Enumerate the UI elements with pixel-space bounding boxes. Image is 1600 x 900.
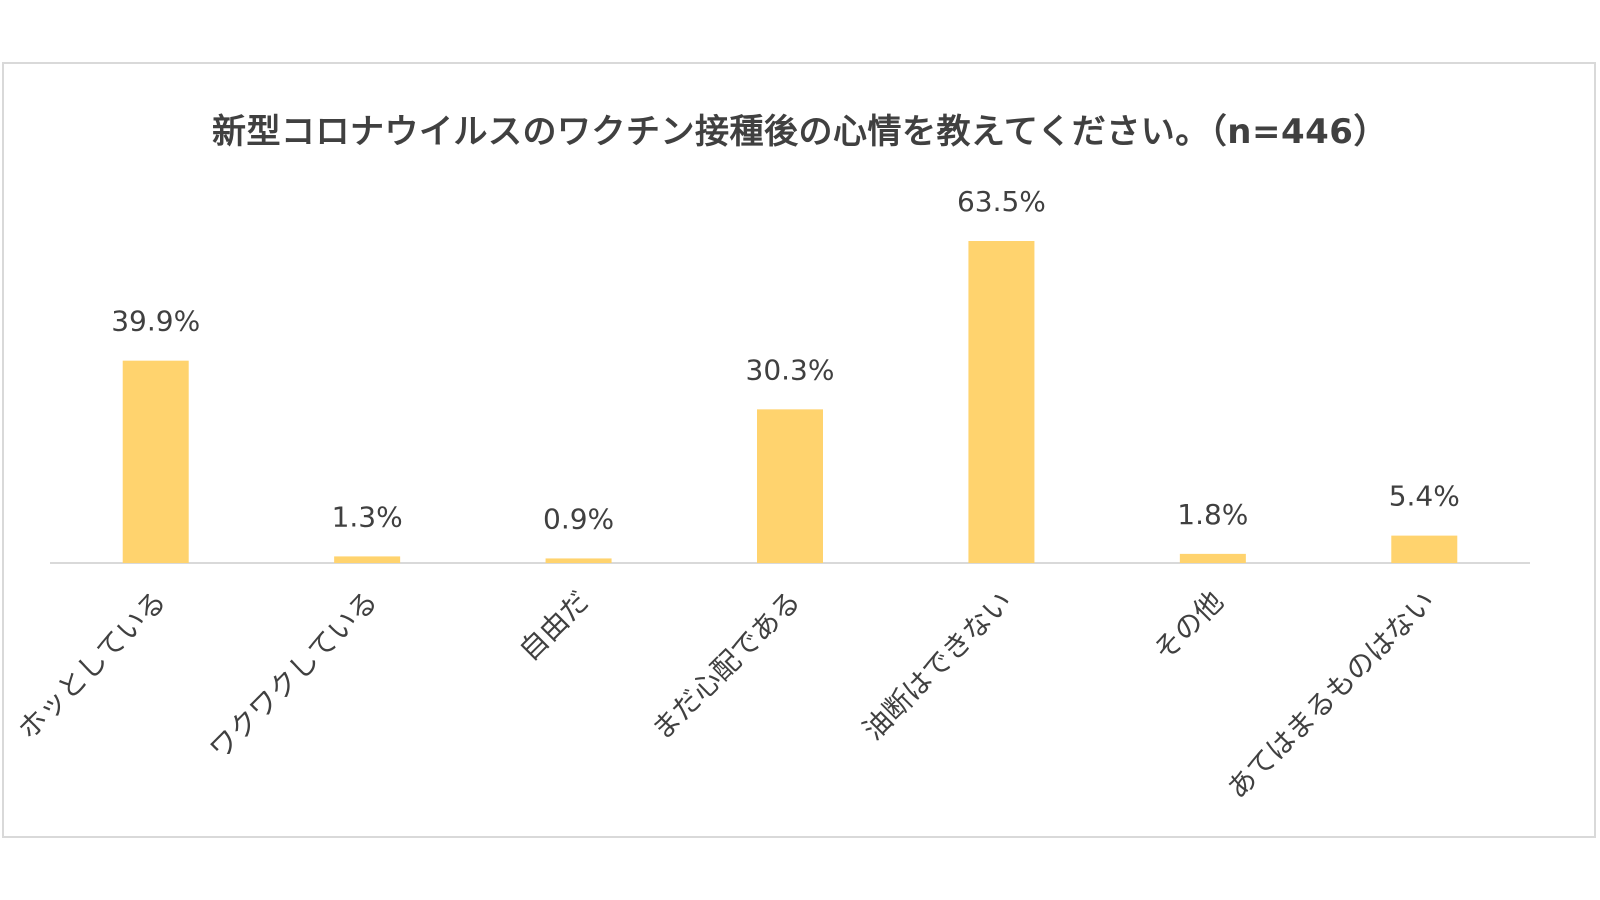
category-label-6: その他 xyxy=(1147,585,1230,668)
value-labels-group: 39.9% 1.3% 0.9% 30.3% 63.5% 1.8% 5.4% xyxy=(111,185,1460,535)
bar-1 xyxy=(122,360,189,563)
category-label-1: ホッとしている xyxy=(11,585,172,746)
bar-5 xyxy=(968,241,1035,563)
category-label-3: 自由だ xyxy=(513,585,596,668)
category-label-4: まだ心配である xyxy=(645,585,807,747)
value-label-4: 30.3% xyxy=(746,353,835,386)
value-label-1: 39.9% xyxy=(111,305,200,338)
category-label-5: 油断はできない xyxy=(856,585,1018,747)
value-label-6: 1.8% xyxy=(1177,498,1248,531)
bar-4 xyxy=(757,409,823,563)
category-label-2: ワクワクしている xyxy=(203,585,384,766)
value-label-5: 63.5% xyxy=(957,185,1046,218)
value-label-3: 0.9% xyxy=(543,502,614,535)
bar-3 xyxy=(545,558,612,563)
bar-7 xyxy=(1391,535,1458,563)
bar-2 xyxy=(334,556,401,563)
value-label-2: 1.3% xyxy=(332,500,403,533)
bars-group xyxy=(122,241,1458,563)
bar-6 xyxy=(1179,553,1246,563)
category-label-7: あてはまるものはない xyxy=(1221,585,1442,806)
category-labels-group: ホッとしている ワクワクしている 自由だ まだ心配である 油断はできない その他あてはまる… xyxy=(11,585,1441,806)
chart-title: 新型コロナウイルスのワクチン接種後の心情を教えてください。（n=446） xyxy=(212,112,1388,152)
value-label-7: 5.4% xyxy=(1389,480,1460,513)
